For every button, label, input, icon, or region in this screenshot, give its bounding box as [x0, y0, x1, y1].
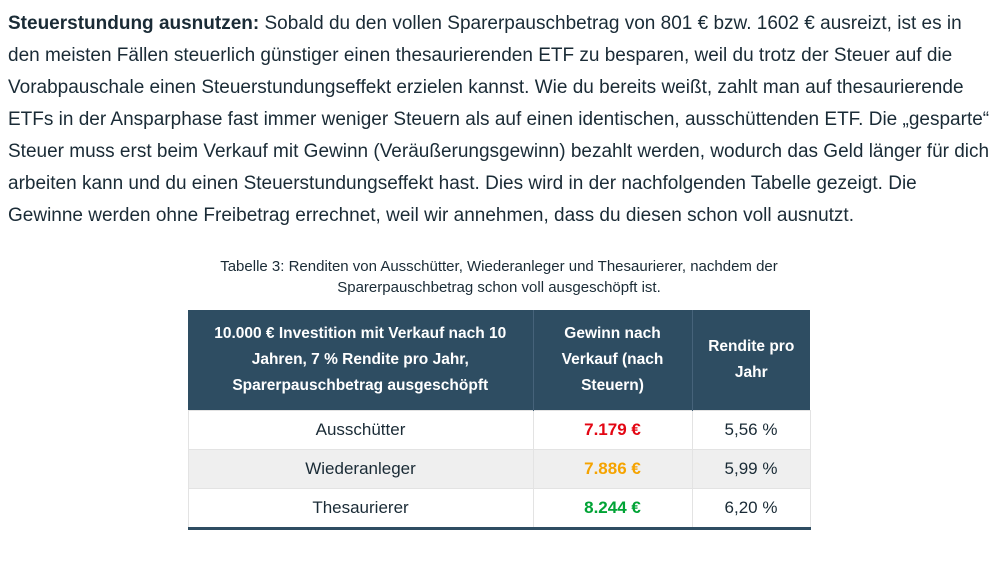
- rendite-value: 5,99 %: [691, 449, 811, 489]
- gewinn-value: 7.179 €: [532, 410, 693, 450]
- header-cell-investition: 10.000 € Investition mit Verkauf nach 10…: [188, 310, 533, 411]
- table-row-thesaurierer: Thesaurierer 8.244 € 6,20 %: [187, 488, 811, 529]
- row-label: Wiederanleger: [187, 449, 534, 489]
- row-label: Ausschütter: [187, 410, 534, 450]
- gewinn-value: 8.244 €: [532, 488, 693, 529]
- table-header-row: 10.000 € Investition mit Verkauf nach 10…: [188, 310, 810, 411]
- intro-paragraph: Steuerstundung ausnutzen: Sobald du den …: [8, 8, 990, 232]
- table-row-ausschuetter: Ausschütter 7.179 € 5,56 %: [187, 410, 811, 450]
- header-cell-rendite: Rendite pro Jahr: [691, 310, 810, 411]
- table-row-wiederanleger: Wiederanleger 7.886 € 5,99 %: [187, 449, 811, 489]
- rendite-value: 5,56 %: [691, 410, 811, 450]
- table-container: 10.000 € Investition mit Verkauf nach 10…: [8, 310, 990, 530]
- gewinn-value: 7.886 €: [532, 449, 693, 489]
- rendite-value: 6,20 %: [691, 488, 811, 529]
- intro-body-text: Sobald du den vollen Sparerpauschbetrag …: [8, 13, 990, 226]
- table-caption: Tabelle 3: Renditen von Ausschütter, Wie…: [220, 258, 778, 296]
- intro-lead-text: Steuerstundung ausnutzen:: [8, 13, 260, 34]
- header-cell-gewinn: Gewinn nach Verkauf (nach Steuern): [532, 310, 692, 411]
- row-label: Thesaurierer: [187, 488, 534, 529]
- results-table: 10.000 € Investition mit Verkauf nach 10…: [187, 310, 811, 530]
